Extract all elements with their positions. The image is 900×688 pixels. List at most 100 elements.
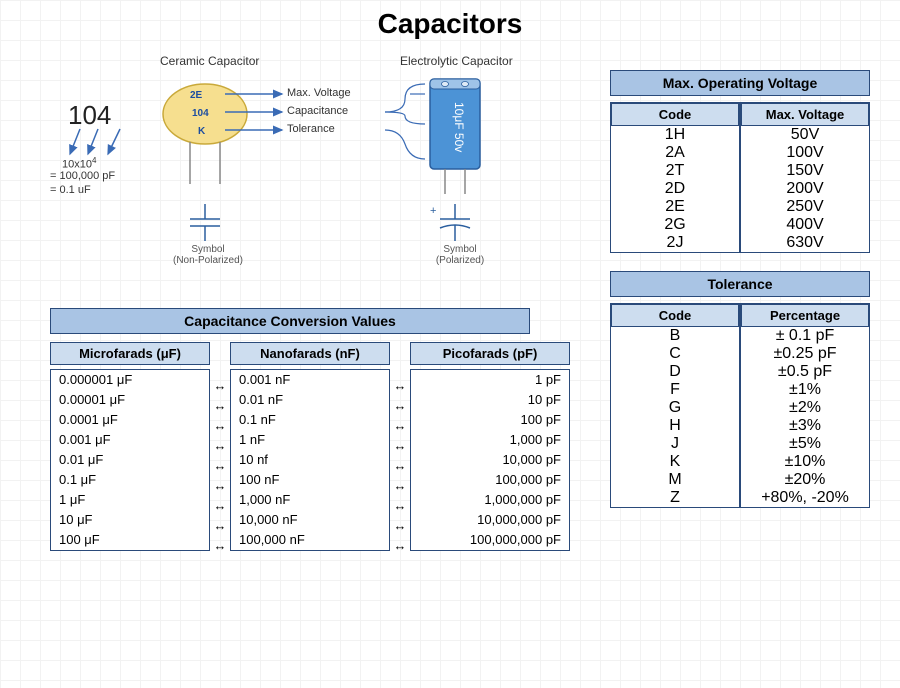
lbl-cap: Capacitance [287,105,348,117]
table-cell: ±20% [741,471,869,489]
double-arrow-icon: ↔ [390,536,410,556]
double-arrow-icon: ↔ [390,516,410,536]
sym-p: Symbol (Polarized) [420,244,500,266]
double-arrow-icon: ↔ [210,436,230,456]
table-cell: 2E [611,198,739,216]
conv-col-nf: Nanofarads (nF) 0.001 nF0.01 nF0.1 nF1 n… [230,342,390,556]
table-cell: 1,000,000 pF [411,490,569,510]
double-arrow-icon: ↔ [210,396,230,416]
table-cell: 0.001 μF [51,430,209,450]
conv-col-uf: Microfarads (μF) 0.000001 μF0.00001 μF0.… [50,342,210,556]
ceramic-mark-104: 104 [192,108,209,119]
tolerance-col-pct: Percentage [741,304,869,327]
conv-head-pf: Picofarads (pF) [410,342,570,365]
table-cell: ±5% [741,435,869,453]
double-arrow-icon: ↔ [210,536,230,556]
conv-arrows-1: ↔↔↔↔↔↔↔↔↔ [210,342,230,556]
table-cell: 1,000 nF [231,490,389,510]
tolerance-table: Tolerance Code BCDFGHJKMZ Percentage ± 0… [610,271,870,508]
double-arrow-icon: ↔ [390,436,410,456]
table-cell: 10 μF [51,510,209,530]
table-cell: K [611,453,739,471]
explain-2: = 100,000 pF [50,170,115,182]
conv-arrows-2: ↔↔↔↔↔↔↔↔↔ [390,342,410,556]
table-cell: 630V [741,234,869,252]
table-cell: 1H [611,126,739,144]
conv-head-nf: Nanofarads (nF) [230,342,390,365]
table-cell: 50V [741,126,869,144]
voltage-table: Max. Operating Voltage Code 1H2A2T2D2E2G… [610,70,870,253]
double-arrow-icon: ↔ [210,496,230,516]
table-cell: 150V [741,162,869,180]
table-cell: ± 0.1 pF [741,327,869,345]
table-cell: F [611,381,739,399]
table-cell: 200V [741,180,869,198]
tolerance-title: Tolerance [610,271,870,297]
voltage-col-code: Code [611,103,739,126]
table-cell: 0.1 μF [51,470,209,490]
table-cell: 0.0001 μF [51,410,209,430]
table-cell: 10 pF [411,390,569,410]
table-cell: 100V [741,144,869,162]
double-arrow-icon: ↔ [390,496,410,516]
table-cell: 400V [741,216,869,234]
svg-text:+: + [430,205,436,217]
capacitor-diagram: 2E 104 K 10μF 50v [50,54,570,294]
table-cell: ±0.25 pF [741,345,869,363]
table-cell: 100,000 nF [231,530,389,550]
table-cell: ±10% [741,453,869,471]
table-cell: B [611,327,739,345]
ceramic-title: Ceramic Capacitor [160,54,259,68]
code-104: 104 [68,100,111,131]
table-cell: +80%, -20% [741,489,869,507]
table-cell: 10,000 nF [231,510,389,530]
table-cell: Z [611,489,739,507]
table-cell: 1,000 pF [411,430,569,450]
table-cell: 10,000,000 pF [411,510,569,530]
table-cell: 100,000,000 pF [411,530,569,550]
table-cell: 2D [611,180,739,198]
ceramic-mark-2e: 2E [190,90,203,101]
double-arrow-icon: ↔ [390,416,410,436]
tolerance-col-code: Code [611,304,739,327]
table-cell: ±3% [741,417,869,435]
electrolytic-text: 10μF 50v [452,102,466,152]
explain-3: = 0.1 uF [50,184,91,196]
double-arrow-icon: ↔ [210,416,230,436]
table-cell: 0.001 nF [231,370,389,390]
table-cell: 1 pF [411,370,569,390]
ceramic-mark-k: K [198,126,206,137]
table-cell: G [611,399,739,417]
table-cell: 100 nF [231,470,389,490]
double-arrow-icon: ↔ [210,456,230,476]
table-cell: 0.1 nF [231,410,389,430]
conv-head-uf: Microfarads (μF) [50,342,210,365]
conv-col-pf: Picofarads (pF) 1 pF10 pF100 pF1,000 pF1… [410,342,570,556]
double-arrow-icon: ↔ [390,476,410,496]
conversion-title: Capacitance Conversion Values [50,308,530,334]
electrolytic-title: Electrolytic Capacitor [400,54,513,68]
table-cell: 0.00001 μF [51,390,209,410]
table-cell: ±2% [741,399,869,417]
table-cell: 2J [611,234,739,252]
voltage-col-max: Max. Voltage [741,103,869,126]
table-cell: 100,000 pF [411,470,569,490]
table-cell: ±0.5 pF [741,363,869,381]
double-arrow-icon: ↔ [390,376,410,396]
table-cell: 2A [611,144,739,162]
table-cell: 100 μF [51,530,209,550]
table-cell: M [611,471,739,489]
double-arrow-icon: ↔ [210,376,230,396]
table-cell: 2T [611,162,739,180]
conversion-table: Capacitance Conversion Values Microfarad… [50,308,590,556]
table-cell: ±1% [741,381,869,399]
table-cell: 0.01 μF [51,450,209,470]
table-cell: J [611,435,739,453]
table-cell: 1 μF [51,490,209,510]
voltage-title: Max. Operating Voltage [610,70,870,96]
double-arrow-icon: ↔ [390,456,410,476]
page-title: Capacitors [0,8,900,40]
table-cell: 10 nf [231,450,389,470]
table-cell: 250V [741,198,869,216]
table-cell: D [611,363,739,381]
